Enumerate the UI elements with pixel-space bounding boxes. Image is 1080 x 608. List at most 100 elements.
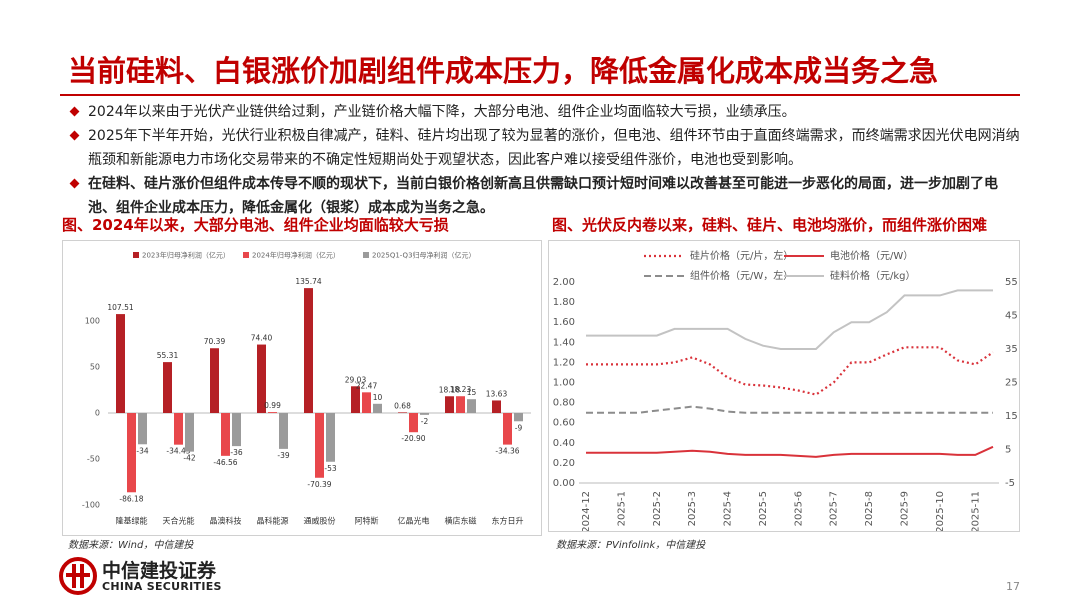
chart-source: 数据来源：Wind，中信建投	[68, 540, 194, 551]
y-tick-label: 0	[95, 409, 100, 418]
line-series	[586, 405, 993, 414]
value-label: 15	[467, 388, 477, 397]
value-label: 0.99	[264, 401, 281, 410]
bar	[138, 413, 147, 445]
legend-label: 硅片价格（元/片，左）	[690, 249, 793, 262]
value-label: -36	[230, 448, 242, 457]
bar	[362, 392, 371, 413]
y-tick-label: 2.00	[553, 277, 575, 288]
value-label: 18.18	[439, 385, 461, 394]
legend-label: 2024年归母净利润（亿元）	[252, 251, 340, 260]
value-label: 74.40	[251, 334, 273, 343]
bar	[210, 348, 219, 413]
bar	[185, 413, 194, 452]
value-label: -39	[277, 451, 289, 460]
x-tick-label: 2025-6	[793, 491, 804, 526]
value-label: 22.47	[356, 381, 378, 390]
value-label: -9	[515, 423, 523, 432]
y-tick-label: 0.60	[553, 418, 575, 429]
bar	[304, 288, 313, 413]
value-label: -34.36	[495, 447, 519, 456]
bar	[373, 403, 382, 413]
y-tick-label: 0.80	[553, 398, 575, 409]
chart-title: 图、光伏反内卷以来，硅料、硅片、电池均涨价，而组件涨价困难	[552, 216, 988, 234]
bullet: 2025年下半年开始，光伏行业积极自律减产，硅料、硅片均出现了较为显著的涨价，但…	[88, 124, 1023, 172]
x-tick-label: 2024-12	[581, 491, 592, 532]
bar	[445, 396, 454, 413]
legend-label: 硅料价格（元/kg）	[830, 269, 916, 282]
value-label: 55.31	[157, 351, 179, 360]
value-label: 10	[373, 393, 383, 402]
bar	[127, 413, 136, 493]
bullet: 在硅料、硅片涨价但组件成本传导不顺的现状下，当前白银价格创新高且供需缺口预计短时…	[88, 172, 1023, 220]
x-tick-label: 2025-9	[900, 491, 911, 526]
y-tick-label: 1.40	[553, 337, 575, 348]
bar	[163, 362, 172, 413]
y-tick-label: 1.20	[553, 357, 575, 368]
bar	[257, 344, 266, 413]
slide-title: 当前硅料、白银涨价加剧组件成本压力，降低金属化成本成当务之急	[68, 54, 939, 88]
x-tick-label: 2025-10	[935, 491, 946, 532]
logo-icon	[59, 557, 97, 595]
x-tick-label: 晶科能源	[257, 516, 289, 526]
x-tick-label: 天合光能	[163, 516, 195, 526]
value-label: -46.56	[213, 458, 237, 467]
legend-label: 电池价格（元/W）	[830, 249, 913, 262]
x-tick-label: 东方日升	[492, 516, 524, 526]
y2-tick-label: 25	[1005, 378, 1018, 389]
value-label: 13.63	[486, 389, 508, 398]
y-tick-label: 1.00	[553, 378, 575, 389]
bullet: 2024年以来由于光伏产业链供给过剩，产业链价格大幅下降，大部分电池、组件企业均…	[88, 100, 1023, 124]
chart-title: 图、2024年以来，大部分电池、组件企业均面临较大亏损	[62, 216, 449, 234]
x-tick-label: 2025-8	[864, 491, 875, 526]
value-label: -53	[324, 464, 336, 473]
x-tick-label: 隆基绿能	[116, 516, 148, 526]
value-label: 107.51	[107, 303, 133, 312]
x-tick-label: 2025-5	[758, 491, 769, 526]
y-tick-label: 0.20	[553, 458, 575, 469]
value-label: 0.68	[394, 401, 411, 410]
line-series	[586, 289, 993, 350]
bar	[456, 396, 465, 413]
line-series	[586, 445, 994, 458]
y-tick-label: -100	[82, 501, 100, 510]
bar	[116, 314, 125, 413]
bar	[268, 412, 277, 413]
bar	[232, 413, 241, 447]
bar	[315, 413, 324, 478]
logo-text: 中信建投证券	[102, 560, 217, 582]
value-label: 135.74	[295, 277, 321, 286]
y-tick-label: 50	[90, 363, 100, 372]
value-label: 70.39	[204, 337, 226, 346]
value-label: -42	[183, 454, 195, 463]
x-tick-label: 2025-7	[829, 491, 840, 526]
x-tick-label: 2025-11	[970, 491, 981, 532]
y-tick-label: 1.80	[553, 297, 575, 308]
x-tick-label: 2025-1	[616, 491, 627, 526]
y-tick-label: 1.60	[553, 317, 575, 328]
y-tick-label: 0.00	[553, 478, 575, 489]
value-label: -86.18	[119, 494, 143, 503]
y2-tick-label: -5	[1005, 478, 1015, 489]
chart-source: 数据来源：PVinfolink，中信建投	[556, 540, 706, 551]
x-tick-label: 阿特斯	[355, 516, 379, 526]
bar	[503, 413, 512, 445]
legend-label: 2025Q1-Q3归母净利润（亿元）	[372, 251, 476, 260]
y2-tick-label: 45	[1005, 311, 1018, 322]
bar	[409, 413, 418, 433]
value-label: 18.23	[450, 385, 472, 394]
bar-chart: -100 -50 0 50 100 2023年归母净利润（亿元） 2024年归母净利润（亿元…	[62, 240, 542, 536]
value-label: -2	[421, 417, 429, 426]
bar	[420, 413, 429, 415]
line-series	[586, 346, 994, 396]
logo-text: CHINA SECURITIES	[102, 580, 222, 593]
page-number: 17	[1006, 580, 1020, 593]
value-label: -34.43	[166, 447, 190, 456]
y2-tick-label: 15	[1005, 411, 1018, 422]
bar	[279, 413, 288, 449]
bar	[174, 413, 183, 445]
y-tick-label: 0.40	[553, 438, 575, 449]
bar	[514, 413, 523, 422]
value-label: -34	[136, 446, 148, 455]
